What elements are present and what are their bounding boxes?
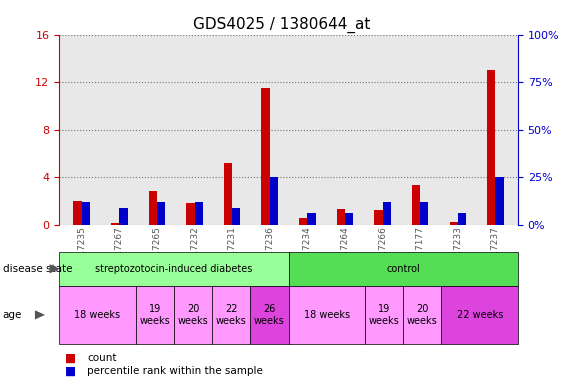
Bar xyxy=(119,207,128,225)
Bar xyxy=(111,223,119,225)
Bar xyxy=(224,163,232,225)
Text: 22 weeks: 22 weeks xyxy=(457,310,503,320)
Bar xyxy=(307,213,316,225)
Bar xyxy=(149,191,157,225)
Bar xyxy=(261,88,270,225)
Text: 19
weeks: 19 weeks xyxy=(139,304,170,326)
Bar xyxy=(299,217,307,225)
Text: 26
weeks: 26 weeks xyxy=(254,304,285,326)
Bar xyxy=(186,203,194,225)
Text: ■: ■ xyxy=(65,365,76,378)
Text: percentile rank within the sample: percentile rank within the sample xyxy=(87,366,263,376)
Text: 19
weeks: 19 weeks xyxy=(369,304,400,326)
Bar xyxy=(73,201,82,225)
Text: 20
weeks: 20 weeks xyxy=(407,304,438,326)
Text: 20
weeks: 20 weeks xyxy=(177,304,208,326)
Polygon shape xyxy=(35,310,45,319)
Bar xyxy=(374,210,383,225)
Bar xyxy=(157,202,165,225)
Text: 18 weeks: 18 weeks xyxy=(74,310,120,320)
Bar xyxy=(487,70,495,225)
Text: GDS4025 / 1380644_at: GDS4025 / 1380644_at xyxy=(193,17,370,33)
Bar xyxy=(337,209,345,225)
Bar xyxy=(420,202,428,225)
Text: control: control xyxy=(386,264,420,274)
Text: count: count xyxy=(87,353,117,363)
Text: disease state: disease state xyxy=(3,264,72,274)
Text: 22
weeks: 22 weeks xyxy=(216,304,247,326)
Bar xyxy=(270,177,278,225)
Bar xyxy=(412,185,420,225)
Bar xyxy=(495,177,504,225)
Text: streptozotocin-induced diabetes: streptozotocin-induced diabetes xyxy=(95,264,253,274)
Bar xyxy=(449,222,458,225)
Bar xyxy=(82,202,90,225)
Bar xyxy=(383,202,391,225)
Bar xyxy=(194,202,203,225)
Bar xyxy=(345,213,353,225)
Text: 18 weeks: 18 weeks xyxy=(303,310,350,320)
Bar xyxy=(458,213,466,225)
Text: ■: ■ xyxy=(65,351,76,364)
Polygon shape xyxy=(50,264,60,273)
Bar xyxy=(232,207,240,225)
Text: age: age xyxy=(3,310,22,320)
